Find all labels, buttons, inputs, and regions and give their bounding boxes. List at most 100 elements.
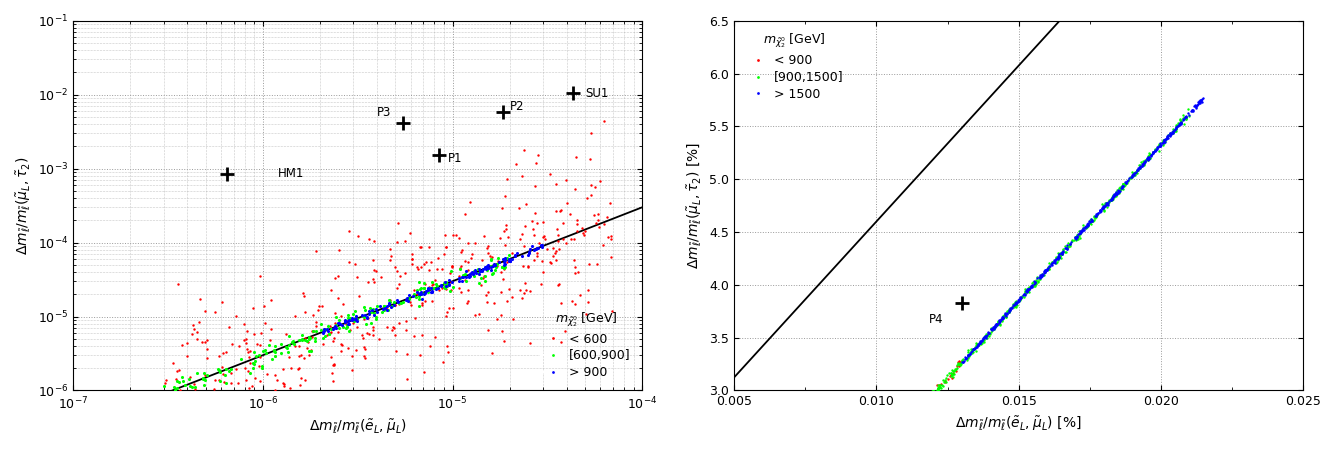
Point (1008, 297, 1029, 304)
Point (897, 416, 918, 423)
Point (477, 266, 498, 274)
Point (1121, 172, 1143, 180)
Point (993, 314, 1015, 321)
Point (531, 243, 553, 251)
Point (479, 264, 501, 271)
Point (396, 376, 418, 383)
Point (1103, 192, 1124, 199)
Point (302, 328, 323, 335)
Point (1041, 259, 1063, 266)
Point (1135, 157, 1156, 164)
Point (435, 286, 457, 293)
Point (1109, 187, 1131, 194)
Point (1031, 272, 1052, 279)
Point (963, 346, 984, 353)
Point (1081, 217, 1103, 224)
Point (1084, 216, 1105, 224)
Point (1167, 122, 1188, 129)
Point (474, 277, 495, 284)
Point (320, 325, 342, 332)
Point (1105, 189, 1127, 197)
Point (481, 255, 502, 262)
Point (348, 232, 370, 239)
Point (429, 287, 450, 294)
Point (513, 289, 534, 297)
Point (304, 334, 326, 342)
Point (1177, 112, 1199, 120)
Point (1152, 141, 1173, 149)
Point (184, 386, 206, 393)
Point (348, 292, 370, 300)
Point (985, 321, 1007, 328)
Point (1005, 299, 1027, 306)
Point (485, 267, 506, 274)
Point (1096, 201, 1117, 208)
Point (936, 374, 957, 382)
Point (973, 339, 995, 346)
Point (1021, 284, 1043, 291)
Point (901, 414, 922, 421)
Point (1137, 157, 1159, 164)
Point (1121, 171, 1143, 178)
Point (1015, 285, 1036, 292)
Point (409, 286, 430, 293)
Point (479, 252, 501, 259)
Point (328, 325, 350, 332)
Point (1009, 296, 1031, 303)
Point (1027, 277, 1048, 284)
Point (154, 382, 175, 390)
Point (1123, 170, 1144, 177)
Point (376, 303, 398, 310)
Point (589, 224, 610, 231)
Point (1189, 96, 1211, 103)
Point (498, 256, 519, 263)
Point (1048, 254, 1069, 261)
Point (1051, 250, 1072, 257)
Point (501, 255, 522, 262)
Point (1140, 154, 1161, 161)
Point (981, 326, 1003, 333)
Point (1068, 235, 1089, 243)
Point (1004, 300, 1025, 307)
Point (1048, 250, 1069, 257)
Point (371, 273, 392, 280)
Point (457, 258, 478, 265)
Point (1072, 226, 1093, 234)
Point (335, 316, 356, 324)
Point (434, 250, 455, 257)
Point (890, 427, 912, 434)
Point (1131, 162, 1152, 170)
Point (1173, 120, 1195, 127)
Point (363, 309, 384, 316)
Point (493, 275, 514, 283)
Point (427, 266, 449, 273)
Point (1153, 139, 1175, 146)
Point (1028, 275, 1049, 282)
Point (1143, 148, 1164, 156)
Point (975, 333, 996, 340)
Point (881, 439, 902, 446)
Point (1172, 116, 1193, 123)
Point (993, 311, 1015, 318)
Point (940, 369, 961, 377)
Point (1024, 280, 1045, 288)
Point (1161, 128, 1183, 135)
Point (427, 282, 449, 289)
Point (407, 266, 429, 273)
Point (236, 376, 258, 383)
Point (1147, 144, 1168, 152)
Point (1128, 165, 1149, 172)
Point (316, 326, 338, 333)
Point (969, 339, 991, 346)
Point (1033, 270, 1055, 277)
Point (298, 347, 319, 355)
Point (1081, 218, 1103, 225)
Point (451, 262, 473, 270)
Point (336, 324, 358, 331)
Point (1164, 126, 1185, 133)
Point (876, 444, 897, 450)
Point (890, 426, 912, 433)
Point (1061, 238, 1083, 245)
Point (208, 367, 230, 374)
Point (1075, 223, 1096, 230)
